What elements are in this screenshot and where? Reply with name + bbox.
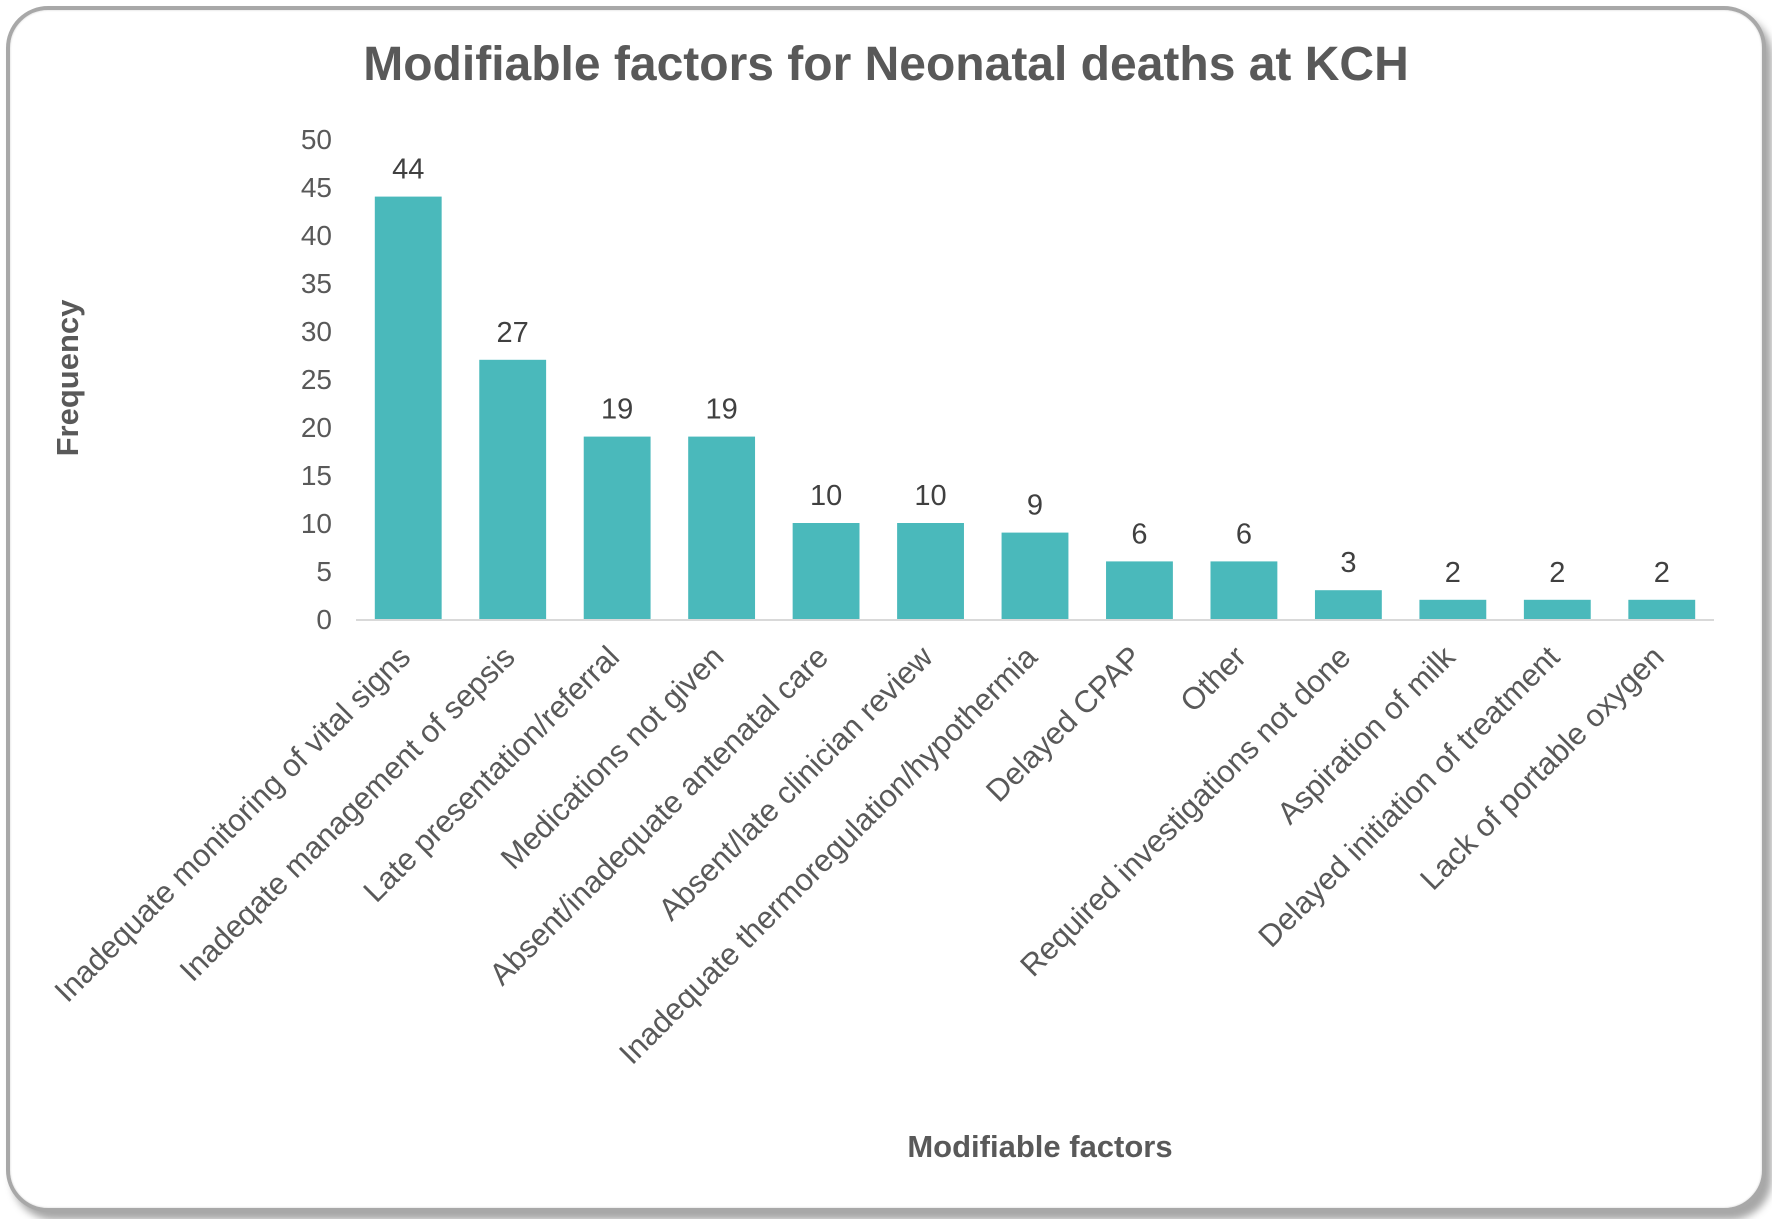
bar [792, 523, 860, 619]
data-label: 3 [1340, 547, 1356, 579]
bar [1106, 561, 1173, 619]
y-tick-label: 45 [301, 172, 332, 203]
bar [1523, 599, 1591, 619]
chart-title: Modifiable factors for Neonatal deaths a… [363, 38, 1408, 91]
bars [374, 196, 1696, 619]
y-tick-label: 25 [301, 364, 332, 395]
bar [1210, 561, 1278, 619]
bar [1419, 599, 1487, 619]
y-tick-label: 20 [301, 412, 332, 443]
bar [583, 436, 651, 619]
data-label: 19 [601, 394, 633, 426]
data-label: 27 [497, 317, 529, 349]
y-tick-label: 5 [316, 556, 332, 587]
y-axis-title: Frequency [50, 299, 85, 457]
data-label: 10 [810, 480, 842, 512]
bar [374, 196, 442, 619]
bar [1314, 590, 1382, 619]
data-label: 6 [1236, 518, 1252, 550]
category-labels: Inadequate monitoring of vital signsInad… [48, 639, 1671, 1071]
y-tick-label: 10 [301, 508, 332, 539]
data-label: 10 [914, 480, 946, 512]
y-tick-label: 0 [316, 604, 332, 635]
y-tick-label: 40 [301, 220, 332, 251]
category-label: Other [1173, 639, 1253, 719]
data-label: 2 [1445, 557, 1461, 589]
y-axis-ticks: 0 5 10 15 20 25 30 35 40 45 50 [301, 124, 332, 635]
y-tick-label: 30 [301, 316, 332, 347]
x-axis-title: Modifiable factors [907, 1129, 1172, 1164]
data-label: 2 [1549, 557, 1565, 589]
bar [1001, 532, 1069, 619]
data-label: 19 [705, 394, 737, 426]
category-label: Inadequate monitoring of vital signs [48, 639, 418, 1009]
y-tick-label: 50 [301, 124, 332, 155]
bar [1628, 599, 1696, 619]
data-label: 6 [1131, 518, 1147, 550]
category-label: Aspiration of milk [1270, 639, 1462, 831]
y-tick-label: 35 [301, 268, 332, 299]
data-label: 9 [1027, 490, 1043, 522]
data-labels: 44 27 19 19 10 10 9 6 6 3 2 2 2 [392, 154, 1670, 589]
data-label: 2 [1654, 557, 1670, 589]
y-tick-label: 15 [301, 460, 332, 491]
bar [479, 359, 547, 619]
bar [688, 436, 756, 619]
bar [897, 523, 964, 619]
data-label: 44 [392, 154, 424, 186]
